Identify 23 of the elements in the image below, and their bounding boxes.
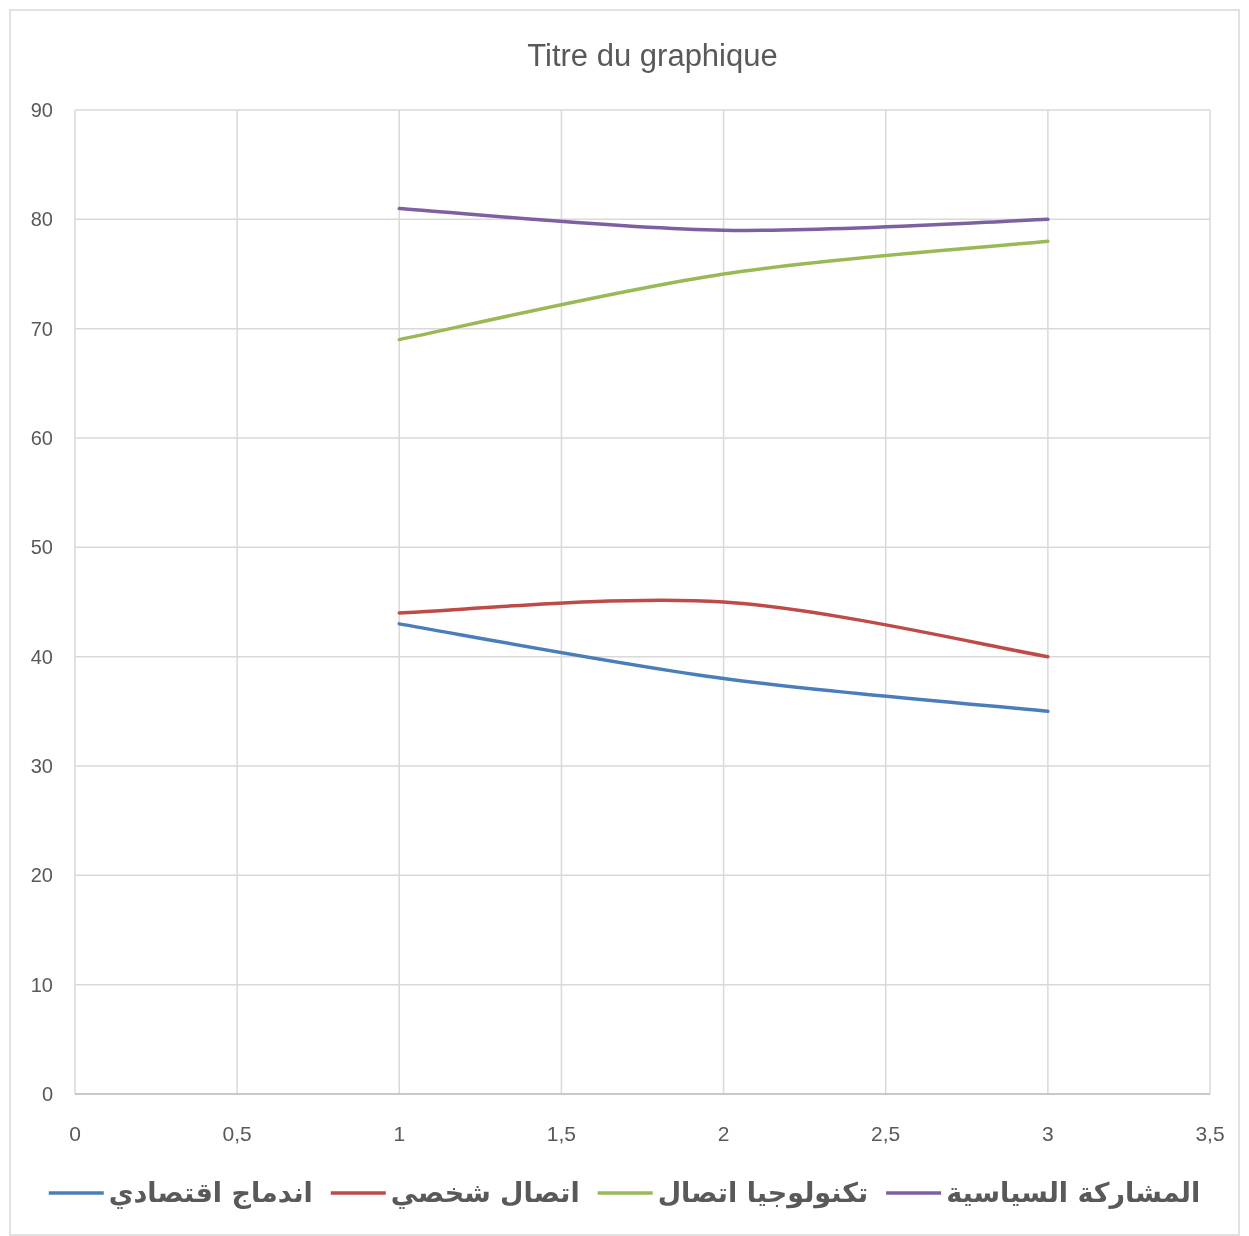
y-tick-label: 30 bbox=[30, 755, 53, 777]
x-tick-label: 2 bbox=[717, 1122, 730, 1145]
legend-label: اندماج اقتصادي bbox=[108, 1177, 313, 1209]
y-tick-label: 60 bbox=[30, 427, 53, 449]
x-tick-label: 1,5 bbox=[546, 1122, 577, 1145]
x-tick-label: 0 bbox=[69, 1122, 81, 1145]
y-tick-label: 40 bbox=[30, 645, 53, 668]
y-tick-label: 10 bbox=[30, 973, 53, 996]
y-tick-label: 70 bbox=[30, 317, 53, 340]
chart-title: Titre du graphique bbox=[527, 38, 778, 73]
y-tick-label: 0 bbox=[41, 1083, 53, 1105]
x-tick-label: 2,5 bbox=[871, 1122, 901, 1145]
x-tick-label: 0,5 bbox=[222, 1122, 252, 1145]
y-tick-label: 90 bbox=[30, 99, 53, 121]
y-tick-label: 20 bbox=[30, 864, 53, 887]
legend-label: تكنولوجيا اتصال bbox=[657, 1177, 869, 1209]
x-tick-label: 1 bbox=[393, 1122, 406, 1145]
legend-label: اتصال شخصي bbox=[390, 1177, 580, 1209]
x-tick-label: 3,5 bbox=[1195, 1122, 1225, 1145]
y-tick-label: 80 bbox=[30, 208, 53, 231]
x-tick-label: 3 bbox=[1042, 1122, 1054, 1145]
y-tick-label: 50 bbox=[30, 536, 53, 559]
legend-label: المشاركة السياسية bbox=[946, 1177, 1201, 1209]
